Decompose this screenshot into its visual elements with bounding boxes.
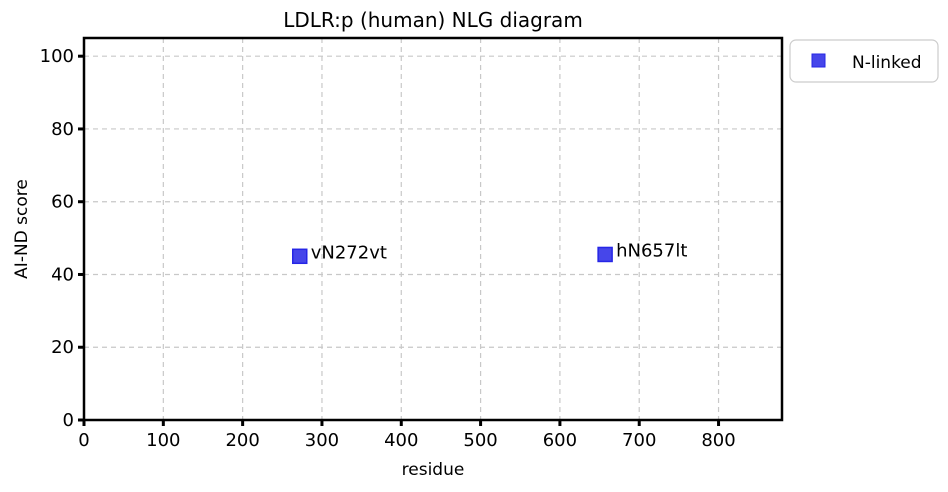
y-tick-label: 20 bbox=[51, 337, 74, 358]
x-tick-label: 300 bbox=[305, 430, 339, 451]
axis-ticks: 0 100 200 300 400 500 600 700 800 0 20 40 60 80 100 bbox=[40, 46, 736, 451]
data-points: vN272vt hN657lt bbox=[291, 240, 687, 265]
legend-label: N-linked bbox=[852, 53, 922, 73]
data-point-label: hN657lt bbox=[616, 240, 687, 261]
chart-title: LDLR:p (human) NLG diagram bbox=[283, 8, 583, 32]
x-tick-label: 0 bbox=[78, 430, 89, 451]
y-tick-label: 0 bbox=[63, 410, 74, 431]
x-tick-label: 600 bbox=[543, 430, 577, 451]
legend-marker bbox=[811, 53, 826, 68]
x-tick-label: 500 bbox=[463, 430, 497, 451]
x-tick-label: 400 bbox=[384, 430, 418, 451]
plot-frame bbox=[82, 36, 784, 422]
y-tick-label: 80 bbox=[51, 119, 74, 140]
x-tick-label: 800 bbox=[701, 430, 735, 451]
data-point-marker bbox=[291, 248, 308, 265]
grid-lines bbox=[83, 38, 782, 421]
data-point-label: vN272vt bbox=[311, 242, 387, 263]
legend: N-linked bbox=[789, 39, 939, 83]
x-axis-label: residue bbox=[402, 460, 465, 480]
y-tick-label: 40 bbox=[51, 264, 74, 285]
y-axis-label: AI-ND score bbox=[12, 179, 32, 279]
x-tick-label: 100 bbox=[146, 430, 180, 451]
y-tick-label: 100 bbox=[40, 46, 74, 67]
legend-box bbox=[789, 39, 939, 83]
y-tick-label: 60 bbox=[51, 192, 74, 213]
x-tick-label: 200 bbox=[225, 430, 259, 451]
x-tick-label: 700 bbox=[622, 430, 656, 451]
data-point-marker bbox=[597, 246, 613, 263]
